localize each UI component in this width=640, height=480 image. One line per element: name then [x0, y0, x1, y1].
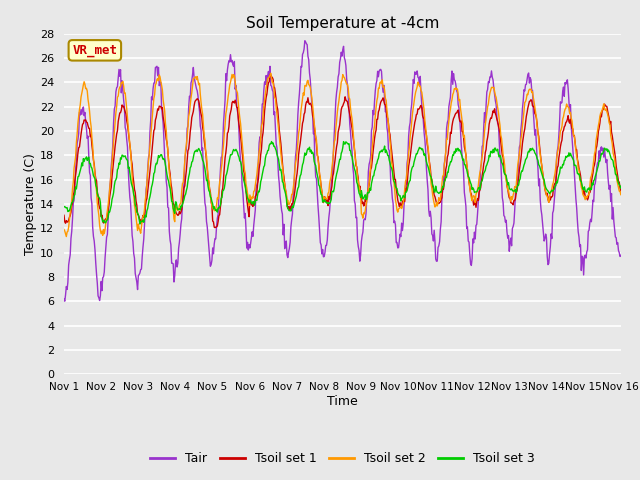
Text: VR_met: VR_met	[72, 44, 117, 57]
Title: Soil Temperature at -4cm: Soil Temperature at -4cm	[246, 16, 439, 31]
X-axis label: Time: Time	[327, 395, 358, 408]
Legend: Tair, Tsoil set 1, Tsoil set 2, Tsoil set 3: Tair, Tsoil set 1, Tsoil set 2, Tsoil se…	[145, 447, 540, 470]
Y-axis label: Temperature (C): Temperature (C)	[24, 153, 37, 255]
